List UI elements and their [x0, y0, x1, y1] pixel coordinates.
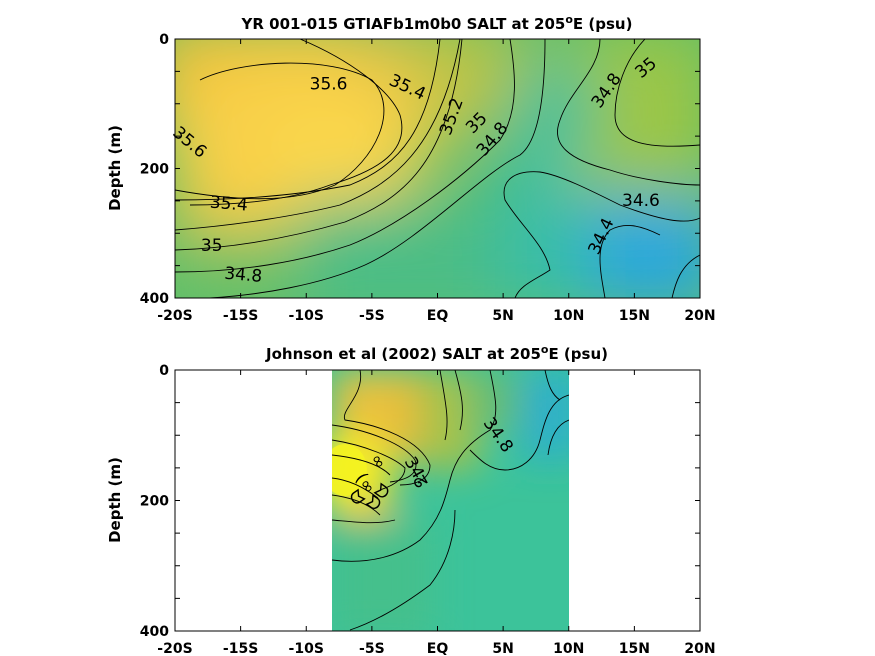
contour-label: 34.6: [622, 191, 660, 211]
contour-line: [332, 424, 417, 483]
contour-line: [332, 370, 497, 562]
bottom-y-axis: 0 200 400: [140, 363, 700, 640]
contour-line: [349, 509, 456, 631]
top-x-tick-label: EQ: [427, 308, 449, 324]
contour-label: 35: [201, 236, 223, 256]
bottom-x-tick-label: -5S: [359, 641, 385, 656]
top-y-tick-label: 200: [140, 162, 169, 178]
contour-line: [671, 254, 700, 298]
contour-line: [332, 454, 391, 476]
contour-line: [332, 519, 396, 524]
contour-line: [209, 39, 546, 298]
bottom-x-tick-label: -20S: [157, 641, 192, 656]
contour-line: [175, 39, 515, 273]
contour-line: [544, 370, 561, 401]
contour-line: [175, 39, 441, 201]
bottom-y-axis-label: Depth (m): [106, 457, 124, 543]
contour-line: [175, 39, 461, 231]
top-y-tick-label: 400: [140, 291, 169, 307]
bottom-panel-title: Johnson et al (2002) SALT at 205oE (psu): [265, 343, 608, 363]
contour-line: [547, 419, 569, 456]
contour-line: [439, 370, 448, 441]
contour-line: [503, 171, 700, 298]
top-x-tick-label: -10S: [289, 308, 324, 324]
top-x-tick-label: 15N: [619, 308, 650, 324]
top-y-axis-label: Depth (m): [106, 125, 124, 211]
contour-line: [332, 439, 406, 491]
top-y-axis: 0 200 400: [140, 32, 700, 307]
top-panel: YR 001-015 GTIAFb1m0b0 SALT at 205oE (ps…: [106, 13, 716, 324]
bottom-x-tick-label: EQ: [427, 641, 449, 656]
bottom-contours: [332, 370, 569, 631]
contour-line: [469, 394, 569, 471]
top-x-tick-label: -15S: [223, 308, 258, 324]
bottom-y-tick-label: 200: [140, 494, 169, 510]
bottom-x-axis: -20S -15S -10S -5S EQ 5N 10N 15N 20N: [157, 370, 716, 656]
top-x-axis: -20S -15S -10S -5S EQ 5N 10N 15N 20N: [157, 39, 716, 324]
top-x-tick-label: -5S: [359, 308, 385, 324]
contour-line: [332, 494, 381, 516]
contour-label: 35.6: [310, 74, 348, 94]
contour-line: [614, 39, 700, 147]
bottom-x-tick-label: -10S: [289, 641, 324, 656]
top-panel-title: YR 001-015 GTIAFb1m0b0 SALT at 205oE (ps…: [241, 13, 633, 33]
top-x-tick-label: 20N: [684, 308, 715, 324]
bottom-x-tick-label: -15S: [223, 641, 258, 656]
bottom-y-tick-label: 400: [140, 624, 169, 640]
contour-line: [557, 39, 700, 186]
contour-line: [175, 39, 463, 251]
bottom-x-tick-label: 10N: [553, 641, 584, 656]
top-y-tick-label: 0: [159, 32, 169, 48]
contour-line: [343, 370, 431, 486]
contour-line: [175, 62, 385, 200]
contour-line: [454, 370, 463, 431]
top-x-tick-label: 10N: [553, 308, 584, 324]
bottom-y-tick-label: 0: [159, 363, 169, 379]
contour-label: 35.4: [209, 193, 248, 216]
contour-line: [599, 224, 661, 298]
bottom-x-tick-label: 15N: [619, 641, 650, 656]
bottom-x-tick-label: 5N: [492, 641, 513, 656]
bottom-x-tick-label: 20N: [684, 641, 715, 656]
bottom-salinity-field: [332, 370, 569, 631]
top-salinity-field: [175, 39, 700, 298]
bottom-panel: Johnson et al (2002) SALT at 205oE (psu): [106, 343, 716, 656]
contour-label: 34.8: [224, 264, 263, 287]
top-x-tick-label: 5N: [492, 308, 513, 324]
top-x-tick-label: -20S: [157, 308, 192, 324]
top-contours: [175, 39, 700, 298]
contour-line: [332, 477, 379, 499]
contour-line: [189, 39, 403, 206]
